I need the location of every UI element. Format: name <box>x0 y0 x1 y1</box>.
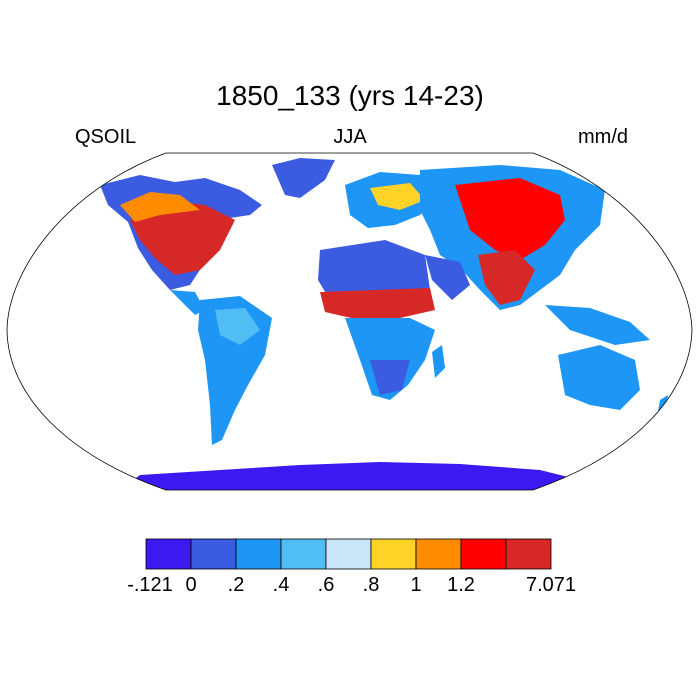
north-america-wet-region <box>130 200 235 275</box>
australia-land <box>558 345 640 410</box>
colorbar-label-0: -.121 <box>127 574 173 596</box>
colorbar-box-1 <box>190 538 237 570</box>
europe-warm <box>370 183 425 210</box>
central-america-land <box>170 290 205 315</box>
colorbar-label-5: .8 <box>363 574 380 596</box>
map-boundary <box>6 152 693 491</box>
colorbar-label-7: 1.2 <box>447 574 475 596</box>
asia-wet-region <box>455 178 565 260</box>
colorbar-label-6: 1 <box>410 574 421 596</box>
colorbar-label-1: 0 <box>185 574 196 596</box>
africa-sahel-wet <box>320 288 435 320</box>
indonesia-land <box>545 305 650 345</box>
antarctica-land <box>120 462 600 490</box>
colorbar-box-8 <box>505 538 552 570</box>
colorbar-box-0 <box>145 538 192 570</box>
africa-south-dry <box>370 360 410 395</box>
map-title: 1850_133 (yrs 14-23) <box>216 80 484 111</box>
colorbar-label-3: .4 <box>273 574 290 596</box>
units-label: mm/d <box>578 126 628 148</box>
africa-north-land <box>318 240 430 300</box>
north-america-transition <box>120 192 200 222</box>
greenland-land <box>272 158 335 198</box>
season-label: JJA <box>333 126 367 148</box>
colorbar-box-6 <box>415 538 462 570</box>
colorbar-box-5 <box>370 538 417 570</box>
madagascar-land <box>432 345 445 378</box>
south-america-moist <box>215 308 260 345</box>
africa-south-land <box>345 318 435 400</box>
variable-label: QSOIL <box>75 126 137 148</box>
colorbar-box-4 <box>325 538 372 570</box>
colorbar-label-2: .2 <box>228 574 245 596</box>
south-asia-wet-region <box>478 250 535 305</box>
colorbar-box-3 <box>280 538 327 570</box>
colorbar-box-7 <box>460 538 507 570</box>
colorbar-label-4: .6 <box>318 574 335 596</box>
colorbar-label-8: 7.071 <box>526 574 576 596</box>
colorbar-box-2 <box>235 538 282 570</box>
arabia-land <box>425 255 470 300</box>
